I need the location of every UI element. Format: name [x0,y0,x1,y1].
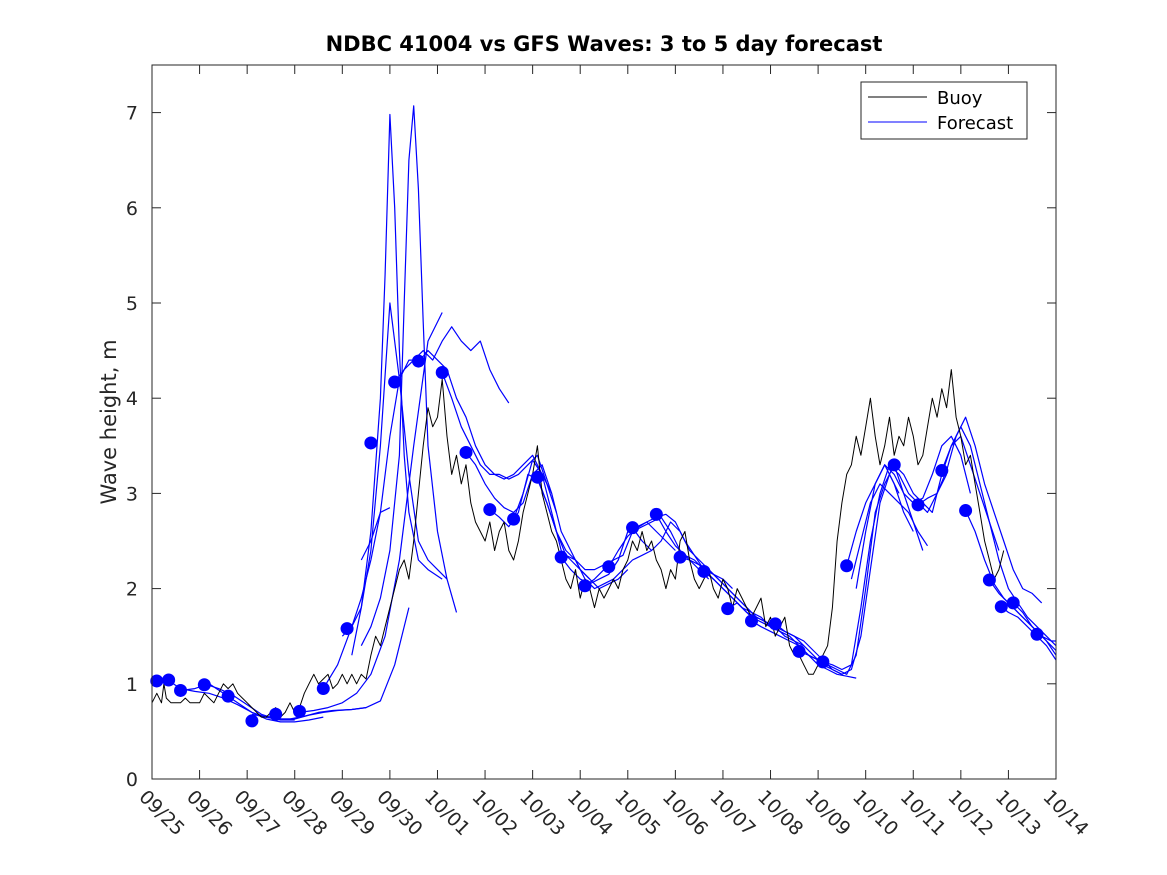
forecast-line [679,556,805,647]
forecast-init-marker [768,617,782,631]
forecast-init-marker [840,559,854,573]
series-layer [151,105,1057,723]
legend-box [860,81,1028,140]
forecast-init-marker [602,560,616,574]
forecast-init-marker [340,622,354,636]
y-axis-label: Wave height, m [97,339,121,504]
y-tick-label: 5 [126,293,138,315]
forecast-line [822,464,948,671]
forecast-init-marker [162,673,176,687]
forecast-init-marker [994,600,1008,614]
plot-area [152,65,1056,779]
forecast-init-marker [364,436,378,450]
forecast-line [855,464,914,589]
forecast-init-marker [292,704,306,718]
y-tick-label: 3 [126,483,138,505]
forecast-init-marker [1006,596,1020,610]
forecast-line [846,435,971,566]
forecast-init-marker [150,674,164,688]
forecast-line [513,459,629,590]
forecast-init-marker [174,683,188,697]
forecast-line [1000,606,1057,661]
forecast-init-marker [578,579,592,593]
forecast-init-marker [245,714,259,728]
forecast-init-marker [435,365,449,379]
forecast-line [417,350,553,494]
y-tick-label: 4 [126,388,138,410]
forecast-init-marker [483,503,497,517]
forecast-line [351,113,443,656]
forecast-init-marker [269,707,283,721]
forecast-init-marker [316,682,330,696]
forecast-line [441,372,557,513]
y-tick-label: 7 [126,103,138,125]
forecast-init-marker [911,498,925,512]
y-tick-label: 0 [126,769,138,791]
forecast-init-marker [1030,627,1044,641]
forecast-init-marker [792,644,806,658]
forecast-line [360,507,391,561]
forecast-init-marker [197,678,211,692]
forecast-init-marker [530,470,544,484]
forecast-init-marker [554,550,568,564]
forecast-init-marker [697,564,711,578]
forecast-line [341,302,448,637]
forecast-init-marker [649,507,663,521]
forecast-init-marker [744,614,758,628]
forecast-init-marker [459,445,473,459]
forecast-init-marker [721,602,735,616]
plot-frame [151,64,1057,780]
buoy-line [151,369,1005,718]
forecast-init-marker [816,655,830,669]
forecast-init-marker [935,464,949,478]
forecast-line [299,312,443,713]
marker-layer [150,354,1044,728]
forecast-line [536,476,652,590]
forecast-line [850,483,928,580]
y-tick-label: 6 [126,198,138,220]
forecast-init-marker [673,550,687,564]
forecast-init-marker [221,689,235,703]
forecast-init-marker [982,573,996,587]
forecast-line [917,416,1043,604]
forecast-init-marker [411,354,425,368]
legend-forecast-label: Forecast [937,113,1013,134]
y-tick-label: 2 [126,579,138,601]
forecast-init-marker [507,512,521,526]
forecast-line [465,452,591,580]
chart-title: NDBC 41004 vs GFS Waves: 3 to 5 day fore… [326,32,883,56]
legend-buoy-label: Buoy [937,88,983,109]
forecast-line [774,473,900,675]
forecast-init-marker [959,504,973,518]
legend: Buoy Forecast [860,81,1028,140]
forecast-init-marker [887,458,901,472]
forecast-init-marker [388,375,402,389]
forecast-line [988,579,1057,656]
forecast-line [360,105,458,646]
forecast-line [893,435,1000,551]
forecast-init-marker [626,521,640,535]
forecast-line [941,426,1057,647]
y-axis-ticks: 0 1 2 3 4 5 6 7 [126,103,1056,791]
forecast-line [560,521,676,585]
y-tick-label: 1 [126,674,138,696]
